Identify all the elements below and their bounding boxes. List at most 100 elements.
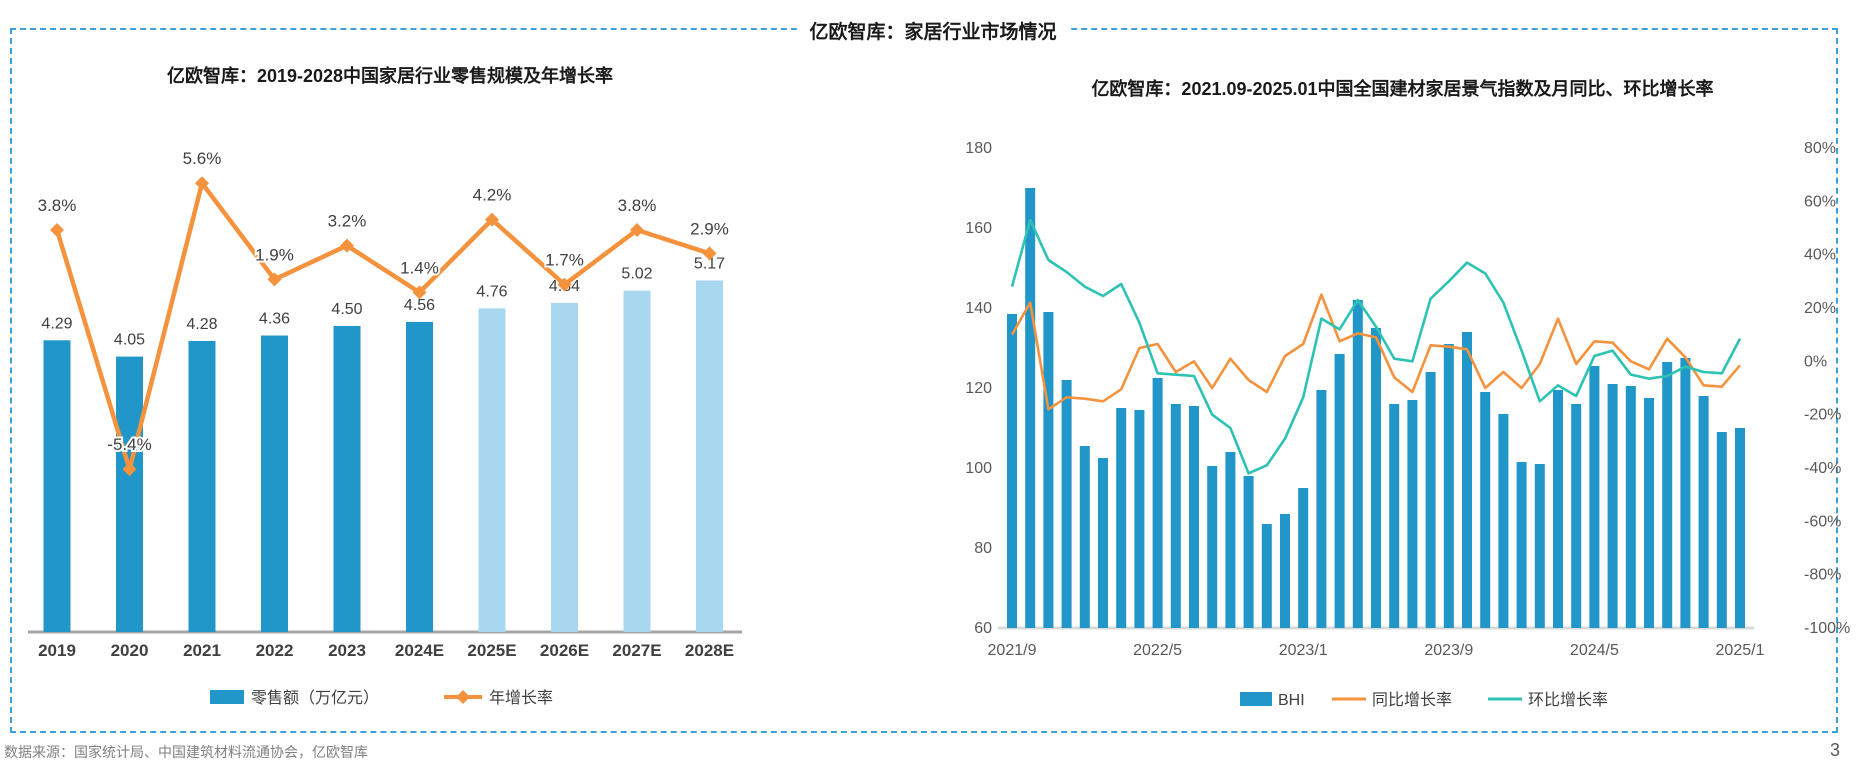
x-axis-label: 2024/5	[1570, 642, 1619, 659]
growth-point-marker	[485, 212, 499, 227]
growth-value-label: 1.9%	[255, 245, 294, 264]
right-axis-tick: -40%	[1804, 460, 1841, 477]
mom-growth-line	[1010, 218, 1742, 475]
x-axis-label: 2024E	[395, 641, 444, 660]
bar-value-label: 4.28	[186, 316, 217, 333]
left-axis-tick: 180	[965, 140, 992, 157]
retail-bar	[696, 280, 723, 632]
growth-rate-line	[54, 180, 711, 472]
legend-yoy-label: 同比增长率	[1372, 691, 1452, 709]
right-axis-tick: 20%	[1804, 300, 1836, 317]
x-axis-label: 2021	[183, 641, 221, 660]
growth-value-label: 3.2%	[328, 212, 367, 231]
growth-value-label: -5.4%	[107, 435, 151, 454]
legend-bar-swatch	[210, 690, 244, 704]
right-axis-tick: -60%	[1804, 513, 1841, 530]
growth-value-label: 4.2%	[473, 186, 512, 205]
bhi-bar	[1662, 362, 1673, 628]
growth-point-marker	[630, 223, 644, 237]
x-axis-label: 2020	[111, 641, 149, 660]
retail-bar	[478, 308, 506, 632]
growth-point-marker	[195, 176, 209, 191]
bar-value-label: 5.02	[621, 266, 652, 283]
bhi-bar	[1462, 332, 1472, 628]
x-axis-label: 2023/1	[1279, 642, 1328, 659]
bhi-bar	[1189, 406, 1199, 628]
bhi-bar	[1553, 390, 1563, 628]
bhi-bar	[1243, 476, 1254, 628]
right-axis-tick: 60%	[1804, 193, 1836, 210]
growth-point-marker	[557, 277, 572, 292]
x-axis-label: 2023/9	[1424, 642, 1473, 659]
bhi-bar	[1316, 390, 1327, 628]
bhi-bar	[1007, 314, 1017, 628]
bhi-bar	[1334, 354, 1345, 628]
bhi-bar	[1170, 404, 1181, 628]
x-axis-label: 2023	[328, 641, 366, 660]
bhi-bar	[1207, 466, 1218, 628]
x-axis-label: 2025E	[467, 641, 516, 660]
retail-bar	[551, 302, 578, 632]
growth-value-label: 3.8%	[618, 196, 657, 215]
bhi-bar	[1589, 366, 1600, 628]
x-axis-label: 2022/5	[1133, 642, 1182, 659]
retail-bar	[43, 340, 71, 632]
bhi-bar	[1298, 488, 1309, 628]
retail-bar	[116, 356, 143, 632]
legend-bhi-swatch	[1240, 692, 1272, 706]
left-chart-title: 亿欧智库：2019-2028中国家居行业零售规模及年增长率	[166, 66, 614, 86]
bhi-bar	[1389, 404, 1400, 628]
bar-value-label: 4.76	[476, 283, 507, 300]
growth-point-marker	[412, 285, 427, 300]
right-axis-tick: 40%	[1804, 247, 1836, 264]
x-axis-label: 2019	[38, 641, 76, 660]
legend-diamond-icon	[456, 690, 470, 704]
source-note: 数据来源：国家统计局、中国建筑材料流通协会，亿欧智库	[4, 744, 368, 760]
x-axis-label: 2025/1	[1716, 642, 1765, 659]
growth-point-marker	[267, 272, 282, 287]
bhi-bar	[1025, 188, 1036, 628]
growth-point-marker	[702, 246, 717, 261]
right-axis-tick: 0%	[1804, 353, 1827, 370]
bar-value-label: 4.36	[259, 311, 290, 328]
x-axis-label: 2027E	[612, 641, 661, 660]
x-axis-label: 2022	[256, 641, 294, 660]
page-title: 亿欧智库：家居行业市场情况	[797, 17, 1069, 44]
bar-value-label: 5.17	[694, 255, 725, 272]
left-chart: 4.29 2019 4.05 2020 4.28 2021 4.36 2022 4.50 2023…	[28, 147, 742, 707]
bhi-bar	[1152, 378, 1163, 628]
retail-bar	[261, 335, 288, 632]
right-axis-tick: -80%	[1804, 567, 1841, 584]
bhi-bar	[1225, 452, 1236, 628]
left-axis-tick: 80	[974, 540, 992, 557]
retail-bar	[623, 290, 651, 632]
growth-value-label: 2.9%	[690, 219, 729, 238]
x-axis-label: 2026E	[540, 641, 589, 660]
bhi-bar	[1043, 312, 1054, 628]
right-chart-title: 亿欧智库：2021.09-2025.01中国全国建材家居景气指数及月同比、环比增…	[1091, 79, 1714, 99]
bhi-bar	[1371, 328, 1381, 628]
bhi-bar	[1698, 396, 1709, 628]
left-axis-tick: 140	[965, 300, 992, 317]
bhi-bar	[1716, 432, 1727, 628]
growth-value-label: 1.7%	[545, 251, 584, 270]
bhi-bar	[1352, 300, 1363, 628]
bhi-bar	[1098, 458, 1108, 628]
bhi-bar	[1625, 386, 1636, 628]
bhi-bar	[1498, 414, 1509, 628]
bhi-bar	[1061, 380, 1072, 628]
left-axis-tick: 120	[965, 380, 992, 397]
left-axis-tick: 60	[974, 620, 992, 637]
left-axis-tick: 100	[965, 460, 992, 477]
growth-point-marker	[50, 223, 64, 237]
bhi-bar	[1280, 514, 1290, 628]
bar-value-label: 4.05	[114, 332, 145, 349]
legend-mom-label: 环比增长率	[1528, 691, 1608, 709]
bhi-bar	[1644, 398, 1654, 628]
bhi-bar	[1116, 408, 1127, 628]
bhi-bar	[1735, 428, 1745, 628]
legend-bhi-label: BHI	[1278, 692, 1305, 709]
bhi-bar	[1680, 358, 1691, 628]
yoy-growth-line	[1010, 293, 1741, 411]
